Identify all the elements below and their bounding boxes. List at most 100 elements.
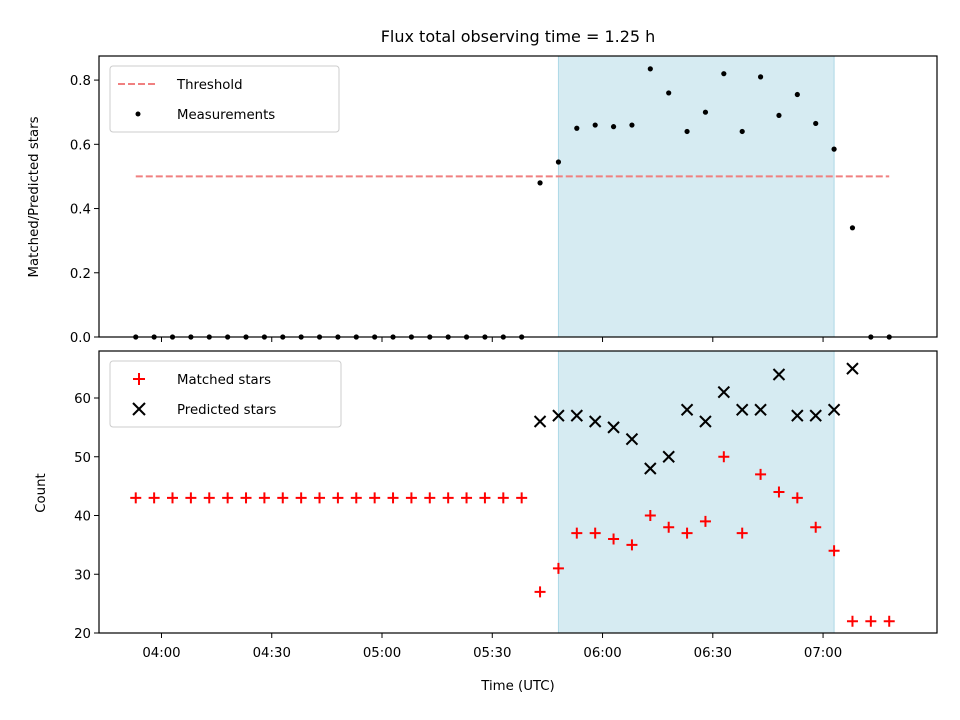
top-panel: 0.00.20.40.60.8 Matched/Predicted stars …	[27, 55, 938, 346]
bottom-x-ticks: 04:00 04:30 05:00 05:30 06:00 06:30 07:00	[142, 633, 842, 661]
measurement-point	[849, 225, 856, 231]
matched-star-point	[552, 562, 564, 574]
measurement-point	[684, 128, 690, 135]
bottom-y-axis-label: Count	[34, 473, 49, 513]
matched-star-point	[571, 527, 583, 539]
measurement-point	[574, 125, 580, 131]
legend-threshold: Threshold	[176, 78, 243, 93]
matched-star-point	[332, 492, 344, 504]
top-y-tick-label: 0.2	[70, 267, 91, 282]
legend-measurements: Measurements	[177, 108, 275, 123]
matched-star-point	[369, 492, 381, 504]
predicted-star-point	[570, 409, 584, 422]
observing-span	[557, 350, 835, 634]
x-tick-label: 06:00	[583, 646, 621, 661]
measurement-point	[647, 66, 653, 72]
predicted-star-point	[735, 403, 749, 416]
predicted-star-point	[791, 409, 804, 422]
top-legend-box	[109, 65, 340, 133]
matched-star-point	[644, 510, 656, 521]
top-y-tick-label: 0.6	[70, 138, 91, 153]
observing-span	[557, 55, 835, 338]
matched-star-point	[130, 492, 142, 504]
predicted-star-point	[588, 415, 602, 428]
matched-star-point	[497, 492, 509, 504]
x-tick-label: 07:00	[804, 646, 842, 661]
matched-star-point	[534, 586, 546, 598]
measurement-point	[831, 146, 837, 152]
bottom-y-tick-label: 50	[74, 451, 91, 466]
matched-star-point	[626, 539, 638, 551]
matched-star-point	[589, 527, 601, 539]
matched-star-point	[681, 527, 693, 539]
predicted-star-point	[552, 409, 565, 422]
bottom-panel: 20 30 40 50 60 04:00 04:30 05:00 05:30 06:00 06:3…	[34, 350, 938, 694]
predicted-star-point	[772, 368, 786, 381]
matched-star-point	[883, 615, 895, 627]
measurement-point	[610, 124, 617, 130]
bottom-marks	[130, 362, 895, 627]
matched-star-point	[387, 492, 399, 504]
top-y-ticks: 0.0 0.2 0.4 0.6 0.8	[70, 74, 99, 346]
predicted-star-point	[607, 421, 620, 434]
matched-star-point	[846, 615, 858, 627]
observing-span-rect	[557, 350, 835, 634]
matched-star-point	[791, 492, 803, 504]
bottom-y-tick-label: 60	[74, 392, 91, 407]
measurement-point	[721, 71, 727, 77]
matched-star-point	[295, 492, 307, 504]
x-tick-label: 04:30	[253, 646, 291, 661]
matched-legend-swatch	[133, 373, 145, 385]
measurement-point	[537, 180, 543, 186]
predicted-star-point	[662, 450, 675, 463]
matched-star-point	[258, 492, 270, 504]
predicted-star-point	[625, 432, 639, 446]
predicted-legend-swatch	[132, 402, 146, 416]
matched-star-point	[773, 486, 785, 498]
matched-star-point	[699, 515, 711, 527]
predicted-star-point	[644, 462, 657, 475]
matched-star-point	[442, 492, 454, 504]
bottom-legend-box	[109, 360, 342, 428]
x-tick-label: 05:00	[363, 646, 401, 661]
x-axis-label: Time (UTC)	[480, 679, 555, 694]
x-tick-label: 05:30	[473, 646, 511, 661]
matched-star-point	[222, 492, 234, 504]
predicted-star-point	[533, 415, 547, 428]
predicted-star-point	[846, 362, 859, 375]
predicted-star-point	[827, 403, 841, 416]
chart-title: Flux total observing time = 1.25 h	[381, 27, 656, 46]
matched-star-point	[350, 492, 362, 504]
bottom-y-ticks: 20 30 40 50 60	[74, 392, 99, 642]
measurement-point	[555, 159, 562, 165]
matched-star-point	[663, 521, 675, 533]
predicted-star-point	[680, 403, 694, 416]
measurement-point	[702, 109, 709, 115]
matched-star-point	[167, 492, 179, 504]
matched-star-point	[810, 521, 822, 533]
matched-star-point	[718, 451, 730, 463]
observing-span-rect	[557, 55, 835, 338]
top-y-tick-label: 0.8	[70, 74, 91, 89]
matched-star-point	[828, 545, 840, 557]
measurement-point	[592, 122, 598, 128]
matched-star-point	[755, 468, 767, 480]
matched-star-point	[203, 492, 215, 504]
matched-star-point	[240, 492, 252, 504]
measurement-point	[813, 120, 819, 127]
x-tick-label: 06:30	[694, 646, 732, 661]
measurement-point	[757, 74, 764, 80]
matched-star-point	[277, 492, 289, 504]
measurement-point	[794, 91, 800, 98]
measurement-point	[776, 112, 782, 119]
top-y-tick-label: 0.4	[70, 203, 91, 218]
predicted-star-point	[717, 385, 731, 399]
matched-star-point	[516, 492, 528, 504]
matched-star-point	[461, 492, 473, 504]
bottom-y-tick-label: 30	[74, 568, 91, 583]
matched-star-point	[314, 492, 326, 504]
bottom-axes-frame	[98, 350, 938, 634]
matched-star-point	[185, 492, 197, 504]
bottom-y-tick-label: 40	[74, 510, 91, 525]
